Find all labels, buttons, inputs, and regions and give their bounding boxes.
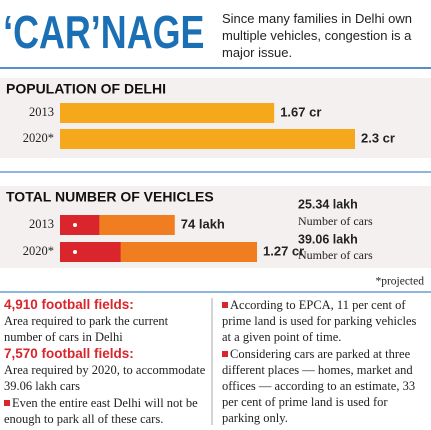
value-label: 2.3 cr	[361, 130, 395, 145]
bar	[60, 129, 355, 149]
value-label: 74 lakh	[181, 216, 225, 231]
note: 7,570 football fields: Area required by 2…	[4, 346, 209, 394]
title: ‘CAR’NAGE	[3, 7, 204, 58]
value-label: 1.27 cr	[263, 243, 304, 258]
note-text: Even the entire east Delhi will not be e…	[4, 396, 198, 426]
bar	[60, 242, 121, 262]
note: Considering cars are parked at three dif…	[222, 346, 427, 426]
note-text: According to EPCA, 11 per cent of prime …	[222, 298, 417, 344]
chart-title: POPULATION OF DELHI	[6, 81, 166, 97]
note: *projected	[375, 276, 424, 288]
note: Even the entire east Delhi will not be e…	[4, 395, 209, 427]
chart-title: TOTAL NUMBER OF VEHICLES	[6, 189, 214, 205]
bar-dot	[73, 250, 77, 254]
category-label: 2013	[29, 217, 54, 231]
bullet	[4, 400, 10, 406]
bar	[60, 215, 100, 235]
legend-label: Number of cars	[298, 214, 373, 228]
value-label: 1.67 cr	[280, 104, 321, 119]
note-text: Considering cars are parked at three dif…	[222, 347, 416, 425]
notes-right: According to EPCA, 11 per cent of prime …	[222, 297, 427, 427]
bullet	[222, 351, 228, 357]
bar	[60, 103, 275, 123]
category-label: 2020*	[23, 244, 54, 258]
note: 4,910 football fields: Area required to p…	[4, 297, 209, 345]
notes-left: 4,910 football fields: Area required to p…	[4, 297, 209, 428]
legend-label: Number of cars	[298, 248, 373, 262]
note-heading: 7,570 football fields:	[4, 346, 134, 361]
note: According to EPCA, 11 per cent of prime …	[222, 297, 427, 345]
bar-dot	[73, 223, 77, 227]
value-label: 25.34 lakh	[298, 197, 358, 211]
note-heading: 4,910 football fields:	[4, 297, 134, 312]
note-text: Area required to park the current number…	[4, 314, 169, 344]
bullet	[222, 302, 228, 308]
category-label: 2020*	[23, 131, 54, 145]
value-label: 39.06 lakh	[298, 232, 358, 246]
category-label: 2013	[29, 105, 54, 119]
subtitle: Since many families in Delhi own multipl…	[222, 11, 413, 60]
note-text: Area required by 2020, to accommodate 39…	[4, 363, 206, 393]
